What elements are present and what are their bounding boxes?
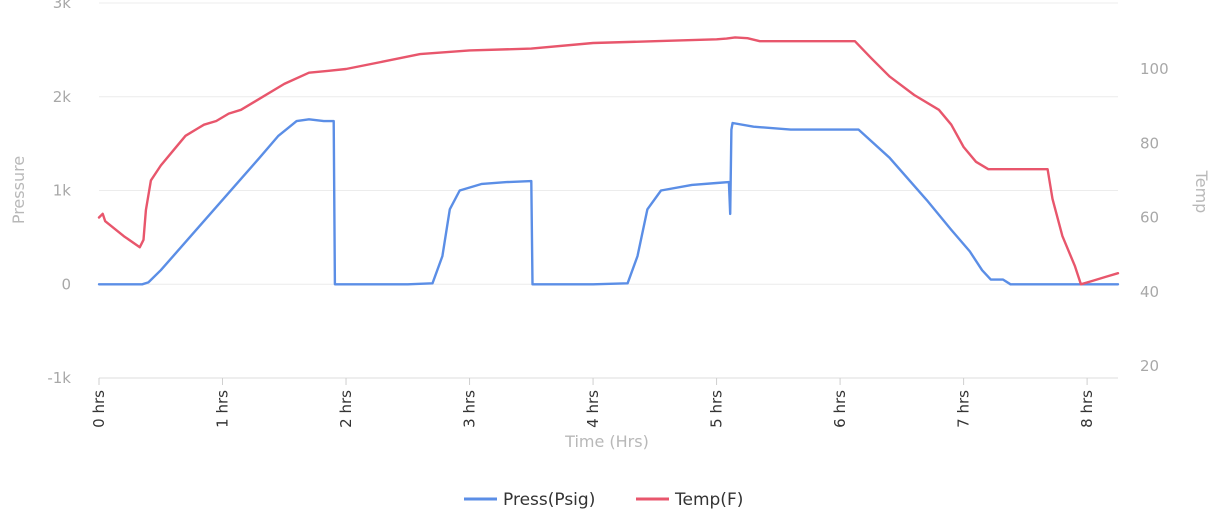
x-axis-title: Time (Hrs)	[564, 432, 649, 451]
legend-item-press[interactable]: Press(Psig)	[464, 490, 595, 510]
y-right-tick-label: 60	[1140, 209, 1159, 227]
y-right-tick-label: 80	[1140, 134, 1159, 152]
series-lines	[97, 36, 1120, 286]
y-axis-left: -1k 0 1k 2k 3k	[47, 0, 71, 387]
legend[interactable]: Press(Psig) Temp(F)	[464, 490, 743, 510]
series-line-temp[interactable]	[97, 36, 1120, 286]
x-tick-label: 3 hrs	[461, 390, 479, 428]
grid-lines	[99, 2, 1118, 379]
x-tick-label: 8 hrs	[1078, 390, 1096, 428]
y-left-tick-label: 0	[61, 275, 71, 293]
x-axis: 0 hrs 1 hrs 2 hrs 3 hrs 4 hrs 5 hrs 6 hrs 7 hrs…	[90, 377, 1118, 428]
y-left-tick-label: 2k	[53, 88, 72, 106]
x-tick-label: 0 hrs	[90, 390, 108, 428]
y-axis-left-title: Pressure	[9, 156, 28, 224]
y-axis-right-title: Temp	[1192, 170, 1211, 214]
legend-label-temp: Temp(F)	[674, 490, 743, 510]
y-left-tick-label: 3k	[53, 0, 72, 12]
y-left-tick-label: -1k	[47, 369, 71, 387]
x-tick-label: 2 hrs	[337, 390, 355, 428]
series-line-press[interactable]	[97, 118, 1120, 286]
y-right-tick-label: 40	[1140, 283, 1159, 301]
x-tick-label: 4 hrs	[584, 390, 602, 428]
y-right-tick-label: 100	[1140, 60, 1169, 78]
x-tick-label: 7 hrs	[955, 390, 973, 428]
y-axis-right: 20 40 60 80 100	[1140, 60, 1169, 375]
x-tick-label: 1 hrs	[214, 390, 232, 428]
legend-item-temp[interactable]: Temp(F)	[636, 490, 743, 510]
y-right-tick-label: 20	[1140, 357, 1159, 375]
x-tick-label: 6 hrs	[831, 390, 849, 428]
y-left-tick-label: 1k	[53, 182, 72, 200]
x-tick-label: 5 hrs	[708, 390, 726, 428]
legend-label-press: Press(Psig)	[503, 490, 595, 510]
